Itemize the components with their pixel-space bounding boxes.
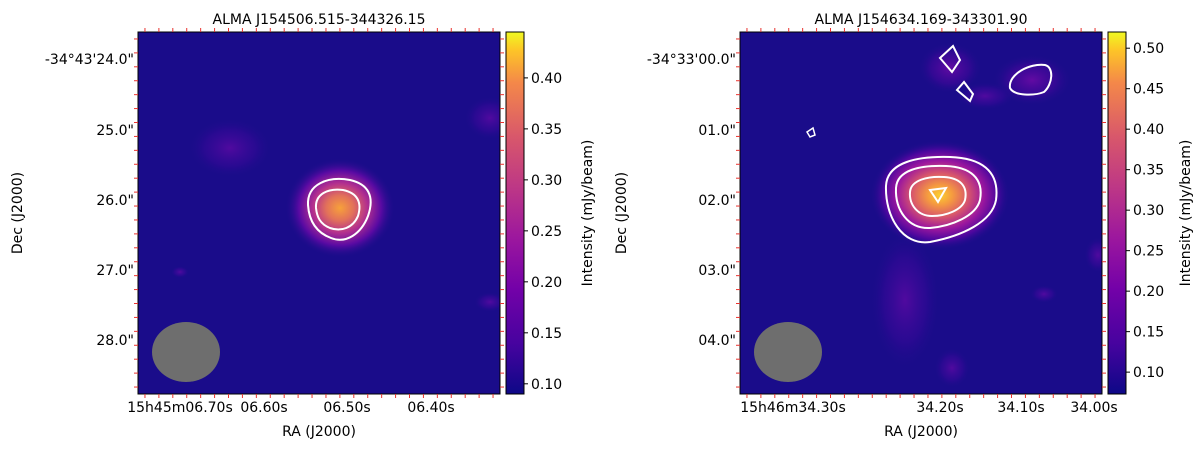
- panel-2-faint-emission: [918, 42, 982, 94]
- panel-2-ytick-label: 02.0": [698, 193, 736, 209]
- colorbar-tick-label: 0.45: [1133, 82, 1164, 98]
- panel-2-faint-spot: [1084, 237, 1102, 273]
- colorbar-tick-label: 0.30: [531, 173, 562, 189]
- panel-1-ytick-label: 25.0": [96, 123, 134, 139]
- panel-2: ALMA J154634.169-343301.90 15h46m34.30s …: [614, 12, 1194, 440]
- panel-2-colorbar-ticks: 0.10 0.15 0.20 0.25 0.30 0.35 0.40 0.45 0.50: [1126, 41, 1164, 381]
- panel-1-ytick-label: -34°43'24.0": [45, 52, 134, 68]
- panel-2-tick-marks: [736, 28, 1106, 398]
- panel-1-beam: [152, 322, 220, 382]
- panel-2-faint-tail: [870, 230, 940, 370]
- colorbar-tick-label: 0.40: [531, 71, 562, 87]
- colorbar-tick-label: 0.10: [531, 377, 562, 393]
- colorbar-tick-label: 0.20: [531, 275, 562, 291]
- panel-1-faint-emission-lower: [474, 292, 500, 312]
- panel-1-faint-spot: [171, 266, 189, 278]
- panel-1-x-axis-label: RA (J2000): [282, 424, 356, 440]
- panel-2-ytick-label: 04.0": [698, 333, 736, 349]
- panel-1-faint-emission-edge: [464, 96, 500, 140]
- panel-2-y-axis-label: Dec (J2000): [614, 172, 630, 254]
- colorbar-tick-label: 0.40: [1133, 122, 1164, 138]
- panel-2-contour-small: [1008, 63, 1053, 96]
- panel-2-contour-small: [938, 44, 962, 74]
- panel-1-xtick-label: 06.40s: [407, 400, 454, 416]
- panel-2-image: [740, 32, 1102, 394]
- panel-1-title: ALMA J154506.515-344326.15: [213, 12, 426, 28]
- panel-1-xtick-label: 15h45m06.70s: [127, 400, 233, 416]
- colorbar-tick-label: 0.35: [531, 122, 562, 138]
- panel-2-contour-peak: [928, 186, 948, 204]
- panel-2-ytick-label: 01.0": [698, 123, 736, 139]
- panel-2-contour-inner: [908, 175, 967, 218]
- panel-1-contour-inner: [314, 188, 361, 231]
- panel-1-y-axis-label: Dec (J2000): [10, 172, 26, 254]
- panel-1-image: [138, 32, 500, 394]
- panel-1: ALMA J154506.515-344326.15 15h45m06.70s …: [10, 12, 596, 440]
- panel-2-frame: [739, 31, 1103, 395]
- panel-1-source: [285, 158, 395, 258]
- panel-2-beam: [754, 322, 822, 382]
- colorbar-tick-label: 0.10: [1133, 365, 1164, 381]
- panel-1-faint-emission: [188, 118, 272, 178]
- panel-2-xtick-label: 34.10s: [997, 400, 1044, 416]
- panel-2-xtick-label: 34.00s: [1070, 400, 1117, 416]
- colorbar-tick-label: 0.25: [1133, 244, 1164, 260]
- panel-1-colorbar-label: Intensity (mJy/beam): [580, 140, 596, 287]
- panel-1-contour-outer: [306, 178, 372, 241]
- panel-2-title: ALMA J154634.169-343301.90: [815, 12, 1028, 28]
- colorbar-tick-label: 0.20: [1133, 284, 1164, 300]
- colorbar-tick-label: 0.15: [531, 326, 562, 342]
- colorbar-tick-label: 0.50: [1133, 41, 1164, 57]
- panel-1-frame: [137, 31, 501, 395]
- panel-1-colorbar-ticks: 0.10 0.15 0.20 0.25 0.30 0.35 0.40: [524, 71, 562, 393]
- panel-1-ytick-label: 26.0": [96, 193, 134, 209]
- colorbar-tick-label: 0.30: [1133, 203, 1164, 219]
- panel-1-xtick-label: 06.50s: [323, 400, 370, 416]
- panel-2-faint-spot: [1030, 285, 1058, 303]
- panel-2-ytick-label: -34°33'00.0": [647, 52, 736, 68]
- panel-2-ytick-label: 03.0": [698, 263, 736, 279]
- panel-2-xtick-label: 34.20s: [916, 400, 963, 416]
- panel-2-xtick-label: 15h46m34.30s: [740, 400, 846, 416]
- panel-1-ytick-label: 28.0": [96, 333, 134, 349]
- panel-2-contour-tiny: [805, 126, 816, 138]
- panel-1-xtick-label: 06.60s: [240, 400, 287, 416]
- colorbar-tick-label: 0.15: [1133, 325, 1164, 341]
- panel-2-colorbar-label: Intensity (mJy/beam): [1178, 140, 1194, 287]
- colorbar-tick-label: 0.25: [531, 224, 562, 240]
- panel-2-source: [870, 140, 1010, 250]
- panel-2-contour-outer: [884, 155, 998, 244]
- panel-2-contour-small: [955, 80, 975, 103]
- panel-2-contour-mid: [894, 164, 982, 230]
- panel-1-colorbar: [505, 31, 525, 395]
- panel-1-tick-marks: [134, 28, 504, 398]
- panel-1-ytick-label: 27.0": [96, 263, 134, 279]
- panel-2-x-axis-label: RA (J2000): [884, 424, 958, 440]
- colorbar-tick-label: 0.35: [1133, 163, 1164, 179]
- panel-2-colorbar: [1107, 31, 1127, 395]
- panel-2-faint-spot: [934, 348, 970, 388]
